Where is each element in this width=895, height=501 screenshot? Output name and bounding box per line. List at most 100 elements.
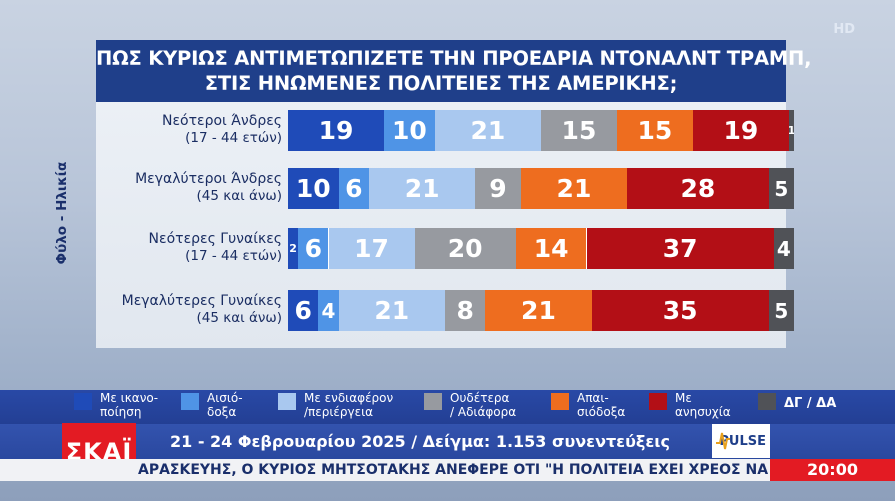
bar-segment: 21 [520,168,628,209]
data-label: 6 [294,296,312,325]
legend-swatch [424,393,442,410]
data-label: 19 [723,116,759,145]
data-label: 21 [521,296,556,325]
news-ticker: ΑΡΑΣΚΕΥΗΣ, Ο ΚΥΡΙΟΣ ΜΗΤΣΟΤΑΚΗΣ ΑΝΕΦΕΡΕ Ο… [138,462,770,478]
legend-item: Ουδέτερα / Αδιάφορα [424,391,544,423]
data-label: 17 [354,234,389,263]
bar-segment: 17 [328,228,415,269]
chart-title-line1: ΠΩΣ ΚΥΡΙΩΣ ΑΝΤΙΜΕΤΩΠΙΖΕΤΕ ΤΗΝ ΠΡΟΕΔΡΙΑ Ν… [96,47,812,70]
bar-segment: 21 [485,290,592,331]
data-label: 5 [774,298,789,323]
bar-segment: 6 [288,290,319,331]
news-ticker-bg [0,459,895,481]
data-label: 21 [404,174,440,203]
legend-swatch [74,393,92,410]
bar-segment: 21 [338,290,445,331]
bar-segment: 19 [288,110,385,151]
legend-item: Με ικανο-ποίηση [74,391,194,423]
bar-segment: 5 [768,168,794,209]
data-label: 8 [456,296,474,325]
bar-segment: 19 [692,110,789,151]
legend-item: Με ενδιαφέρον/περιέργεια [278,391,398,423]
data-label: 21 [470,116,506,145]
legend-label-line2: σιόδοξα [577,405,626,419]
legend-label-line1: Με ικανο- [100,391,159,405]
row-label-sub: (45 και άνω) [196,310,282,326]
data-label: 15 [561,116,597,145]
bar-segment: 14 [515,228,587,269]
row-label-name: Νεότεροι Άνδρες [162,113,282,129]
row-label-sub: (45 και άνω) [196,188,282,204]
legend-label: Αισιό-δοξα [207,391,243,419]
row-label: Μεγαλύτεροι Άνδρες (45 και άνω) [100,171,282,205]
data-label: 6 [304,234,322,263]
data-label: 21 [556,174,592,203]
data-label: 6 [345,174,363,203]
data-label: 9 [489,174,507,203]
bar-segment: 37 [586,228,774,269]
data-label: 4 [321,298,336,323]
row-label-name: Μεγαλύτερες Γυναίκες [121,293,282,309]
legend-item: Αισιό-δοξα [181,391,301,423]
bar-segment: 10 [288,168,339,209]
pulse-logo-text: PULSE [719,433,766,449]
legend-label: Με ικανο-ποίηση [100,391,158,419]
data-label: 10 [391,116,427,145]
legend-item: ΔΓ / ΔΑ [758,391,878,423]
chart-title: ΠΩΣ ΚΥΡΙΩΣ ΑΝΤΙΜΕΤΩΠΙΖΕΤΕ ΤΗΝ ΠΡΟΕΔΡΙΑ Ν… [96,40,812,102]
data-label: 19 [318,116,354,145]
bar-segment: 2 [288,228,299,269]
legend-label-line1: Αισιό- [207,391,243,405]
data-label: 10 [295,174,331,203]
legend-label-line1: ΔΓ / ΔΑ [784,396,837,411]
bar-segment: 4 [318,290,339,331]
data-label: 28 [680,174,716,203]
pulse-logo: PULSE [712,424,770,458]
legend-swatch [649,393,667,410]
hd-badge: HD [833,22,855,37]
row-label-name: Νεότερες Γυναίκες [148,231,282,247]
clock: 20:00 [770,459,895,481]
legend-label: Απαι-σιόδοξα [577,391,625,419]
row-label-sub: (17 - 44 ετών) [185,248,282,264]
bar-segment: 15 [541,110,617,151]
bar-segment: 20 [414,228,516,269]
data-label: 37 [662,234,698,263]
bar-segment: 8 [444,290,486,331]
legend-swatch [181,393,199,410]
data-label: 20 [447,234,483,263]
legend-label: ΔΓ / ΔΑ [784,397,836,411]
bar-segment: 1 [788,110,794,151]
row-label-sub: (17 - 44 ετών) [185,130,282,146]
y-axis-label-text: Φύλο - Ηλικία [54,161,70,265]
data-label: 14 [533,234,569,263]
legend-label-line2: δοξα [207,405,237,419]
data-label: 35 [662,296,698,325]
data-label: 21 [374,296,410,325]
legend-label-line1: Ουδέτερα [450,391,510,405]
bar-segment: 4 [773,228,794,269]
row-label: Νεότεροι Άνδρες (17 - 44 ετών) [100,113,282,147]
legend-label-line2: /περιέργεια [304,405,374,419]
bar-segment: 15 [616,110,693,151]
bar-segment: 6 [338,168,369,209]
legend-label-line1: Με [675,391,692,405]
data-label: 1 [788,124,794,137]
legend-swatch [758,393,776,410]
legend-label: Με ανησυχία [675,391,731,419]
data-label: 4 [776,236,791,261]
bar-segment: 21 [369,168,476,209]
legend-label: Ουδέτερα / Αδιάφορα [450,391,516,419]
legend-label-line2: ανησυχία [675,405,731,419]
bar-segment: 28 [627,168,769,209]
bar-segment: 5 [768,290,794,331]
legend-label-line1: Με ενδιαφέρον [304,391,394,405]
legend-swatch [551,393,569,410]
legend-band [0,390,895,424]
bar-segment: 21 [434,110,541,151]
row-label: Μεγαλύτερες Γυναίκες (45 και άνω) [100,293,282,327]
pulse-mark-icon [716,432,730,450]
data-label: 5 [774,176,789,201]
bar-segment: 9 [475,168,521,209]
legend-label-line2: ποίηση [100,405,142,419]
